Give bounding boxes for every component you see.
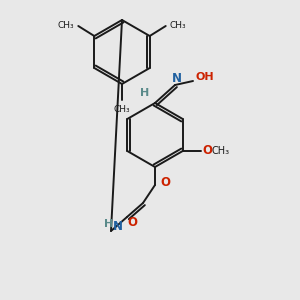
Text: CH₃: CH₃ (212, 146, 230, 156)
Text: CH₃: CH₃ (114, 105, 130, 114)
Text: H: H (104, 219, 114, 229)
Text: CH₃: CH₃ (170, 20, 186, 29)
Text: O: O (203, 143, 213, 157)
Text: OH: OH (196, 72, 214, 82)
Text: O: O (160, 176, 170, 190)
Text: N: N (172, 73, 182, 85)
Text: O: O (127, 217, 137, 230)
Text: CH₃: CH₃ (58, 20, 74, 29)
Text: N: N (113, 220, 123, 233)
Text: H: H (140, 88, 150, 98)
